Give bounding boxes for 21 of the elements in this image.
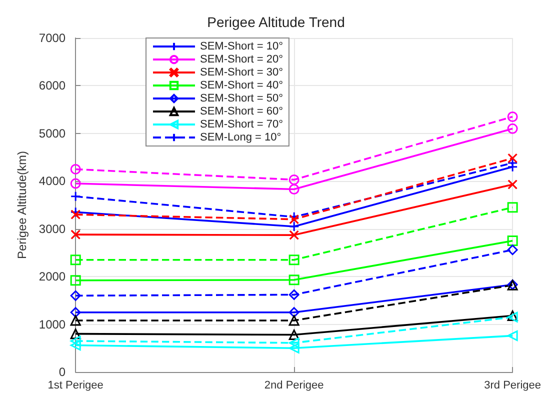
- x-tick-label: 3rd Perigee: [484, 380, 542, 392]
- legend-label: SEM-Short = 70°: [200, 118, 283, 130]
- legend-label: SEM-Short = 40°: [200, 80, 283, 92]
- y-tick-label: 7000: [38, 31, 66, 45]
- x-tick-label: 2nd Perigee: [264, 380, 324, 392]
- y-tick-label: 2000: [38, 270, 66, 284]
- legend-label: SEM-Short = 60°: [200, 106, 283, 118]
- legend-label: SEM-Short = 50°: [200, 92, 283, 104]
- y-tick-label: 1000: [38, 317, 66, 332]
- legend-label: SEM-Short = 20°: [200, 54, 283, 66]
- y-axis-title: Perigee Altitude(km): [15, 150, 29, 260]
- y-tick-label: 0: [58, 365, 66, 379]
- legend-label: SEM-Long = 10°: [200, 132, 282, 144]
- legend-label: SEM-Short = 10°: [200, 40, 283, 52]
- y-tick-label: 4000: [38, 174, 66, 188]
- x-tick-label: 1st Perigee: [48, 380, 104, 392]
- legend-label: SEM-Short = 30°: [200, 66, 283, 78]
- y-tick-label: 6000: [38, 78, 66, 93]
- chart-title: Perigee Altitude Trend: [207, 14, 345, 30]
- y-tick-label: 5000: [38, 126, 66, 140]
- y-tick-label: 3000: [38, 222, 66, 236]
